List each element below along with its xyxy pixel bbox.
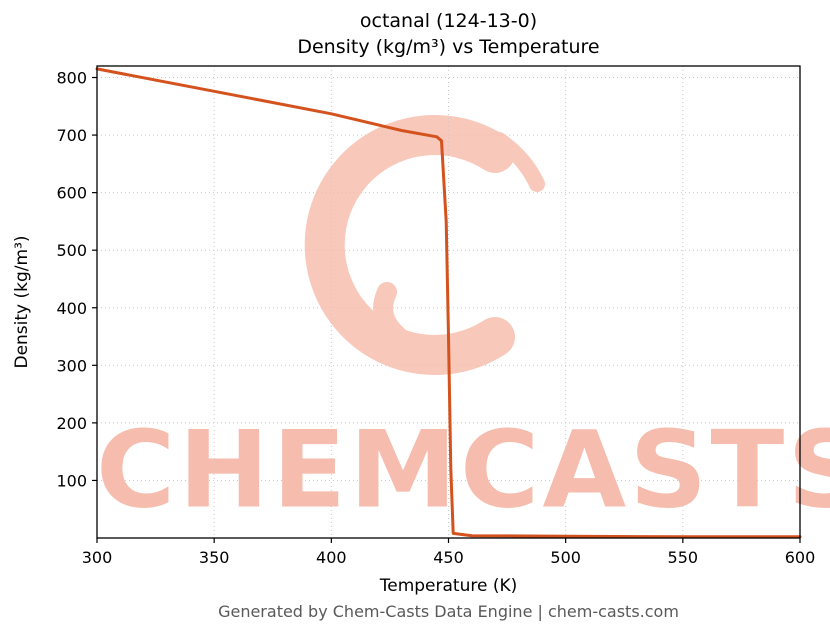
y-tick-label: 400: [56, 299, 87, 318]
x-axis-label: Temperature (K): [379, 576, 518, 596]
x-tick-label: 600: [785, 548, 816, 567]
y-tick-label: 100: [56, 471, 87, 490]
y-tick-label: 800: [56, 69, 87, 88]
y-axis-label: Density (kg/m³): [12, 235, 32, 368]
y-tick-label: 600: [56, 184, 87, 203]
x-tick-label: 350: [199, 548, 230, 567]
x-tick-label: 550: [668, 548, 699, 567]
y-tick-label: 500: [56, 241, 87, 260]
x-tick-label: 300: [82, 548, 113, 567]
y-tick-label: 300: [56, 356, 87, 375]
chart-title-line2: Density (kg/m³) vs Temperature: [297, 36, 600, 58]
chart-title: octanal (124-13-0) Density (kg/m³) vs Te…: [97, 8, 800, 60]
y-tick-label: 200: [56, 414, 87, 433]
footer-credit: Generated by Chem-Casts Data Engine | ch…: [218, 602, 679, 621]
chart-title-line1: octanal (124-13-0): [359, 10, 538, 32]
x-tick-label: 450: [433, 548, 464, 567]
x-tick-label: 500: [550, 548, 581, 567]
x-tick-label: 400: [316, 548, 347, 567]
y-tick-label: 700: [56, 126, 87, 145]
